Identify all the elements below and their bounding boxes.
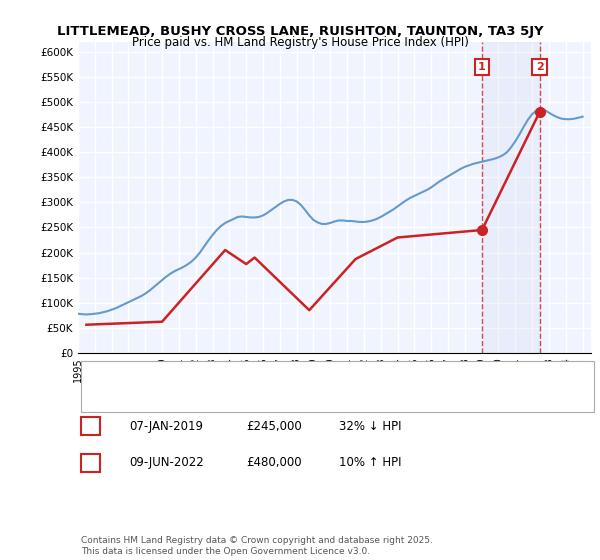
Text: £480,000: £480,000	[246, 456, 302, 469]
Text: 07-JAN-2019: 07-JAN-2019	[129, 419, 203, 433]
Text: HPI: Average price, detached house, Somerset: HPI: Average price, detached house, Some…	[120, 389, 352, 399]
Text: 32% ↓ HPI: 32% ↓ HPI	[339, 419, 401, 433]
Text: 1: 1	[87, 421, 94, 431]
Text: 1: 1	[478, 62, 486, 72]
Text: 09-JUN-2022: 09-JUN-2022	[129, 456, 204, 469]
Text: Price paid vs. HM Land Registry's House Price Index (HPI): Price paid vs. HM Land Registry's House …	[131, 36, 469, 49]
Text: Contains HM Land Registry data © Crown copyright and database right 2025.
This d: Contains HM Land Registry data © Crown c…	[81, 536, 433, 556]
Text: LITTLEMEAD, BUSHY CROSS LANE, RUISHTON, TAUNTON, TA3 5JY: LITTLEMEAD, BUSHY CROSS LANE, RUISHTON, …	[56, 25, 544, 38]
Text: 2: 2	[87, 458, 94, 468]
Bar	[482, 42, 539, 353]
Text: 10% ↑ HPI: 10% ↑ HPI	[339, 456, 401, 469]
Text: LITTLEMEAD, BUSHY CROSS LANE, RUISHTON, TAUNTON, TA3 5JY (detached house): LITTLEMEAD, BUSHY CROSS LANE, RUISHTON, …	[120, 368, 535, 379]
Text: £245,000: £245,000	[246, 419, 302, 433]
Text: 2: 2	[536, 62, 544, 72]
